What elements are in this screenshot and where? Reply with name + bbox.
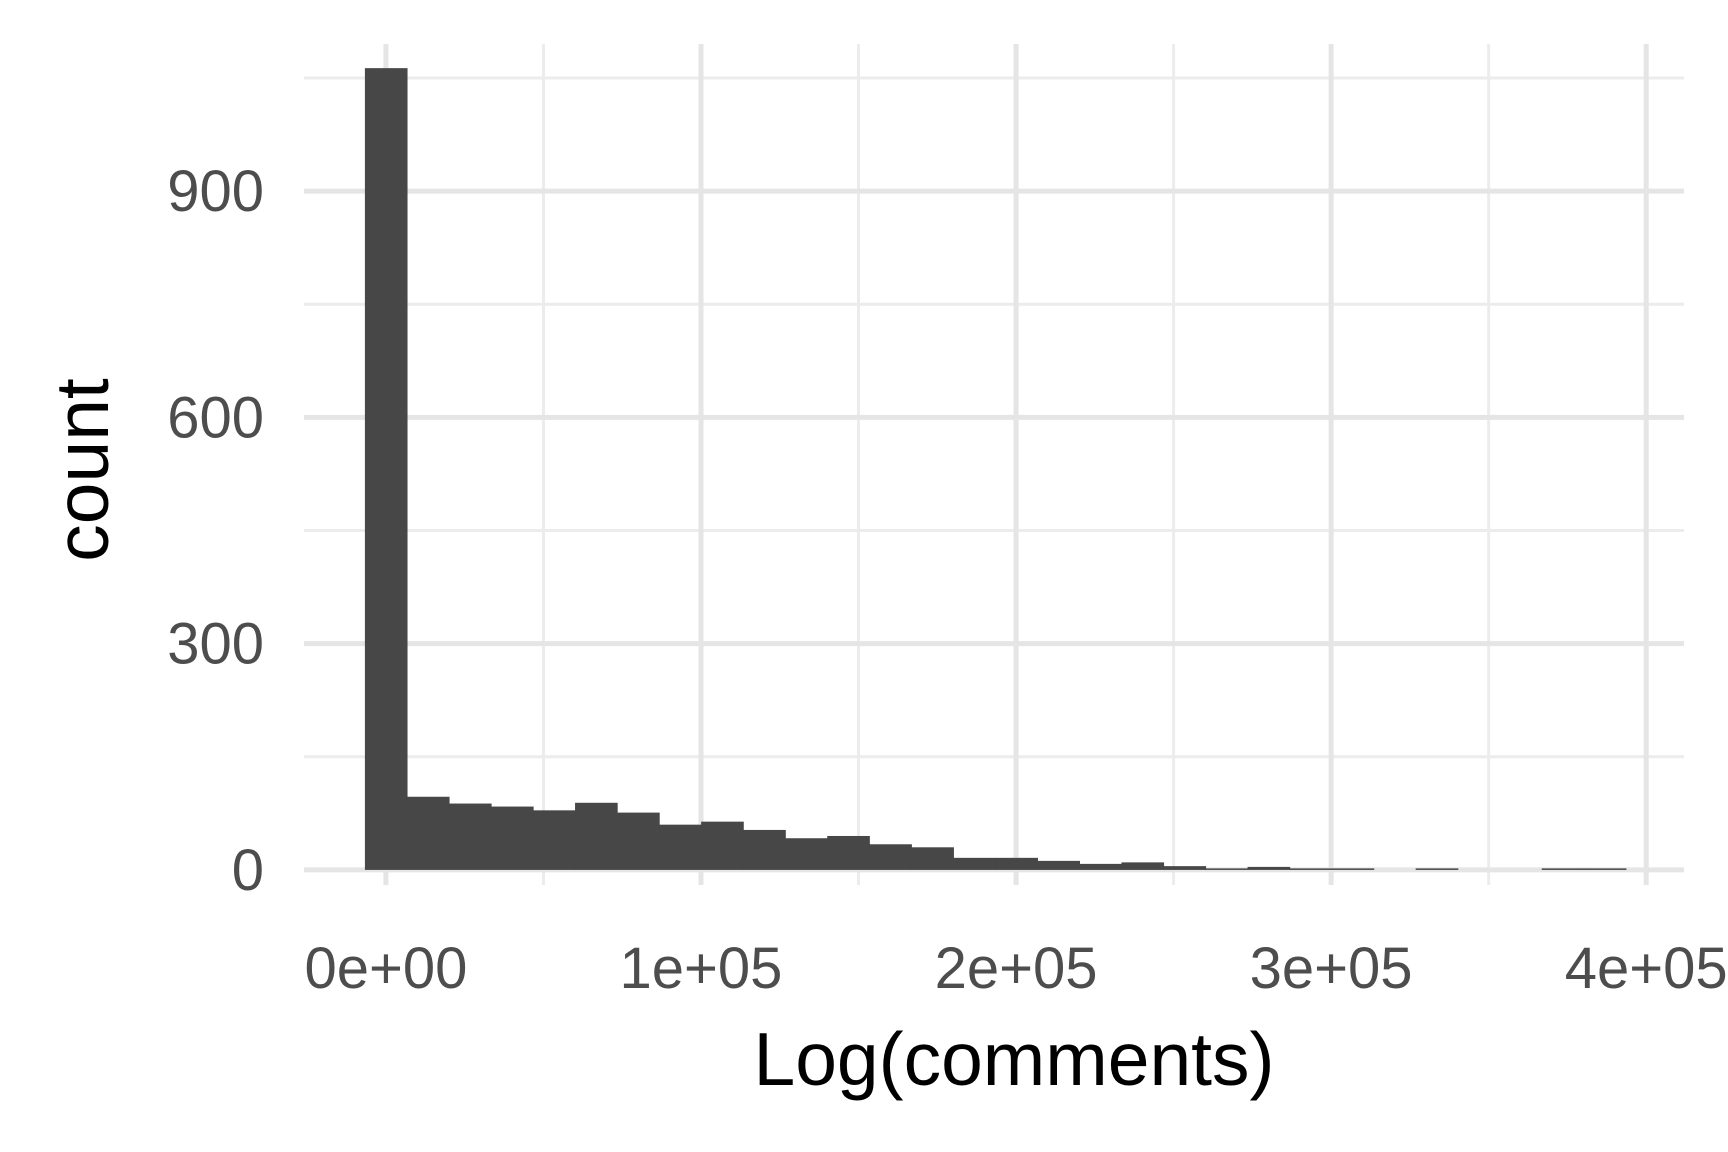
y-axis-title: count: [40, 378, 124, 562]
histogram-bar: [406, 796, 450, 870]
histogram-bar: [1415, 868, 1459, 870]
y-tick-label: 300: [167, 612, 264, 677]
x-tick-label: 1e+05: [620, 936, 783, 1001]
histogram-bar: [1247, 866, 1291, 870]
x-axis-tick-labels: 0e+00 1e+05 2e+05 3e+05 4e+05: [304, 936, 1727, 1001]
histogram-bar: [1541, 868, 1585, 870]
y-tick-label: 0: [232, 838, 264, 903]
histogram-bar: [953, 857, 996, 870]
histogram-bar: [701, 821, 744, 870]
histogram-bar: [575, 802, 618, 870]
histogram-bar: [743, 829, 786, 870]
x-tick-label: 4e+05: [1565, 936, 1728, 1001]
y-axis-tick-labels: 0 300 600 900: [167, 159, 264, 903]
histogram-bar: [1121, 862, 1165, 870]
histogram-bar: [659, 824, 702, 870]
histogram-bar: [1037, 860, 1081, 870]
histogram-bar: [1079, 863, 1123, 870]
histogram-bar: [617, 812, 660, 870]
histogram-bar: [869, 844, 912, 870]
histogram-bar: [1289, 868, 1333, 870]
y-tick-label: 900: [167, 159, 264, 224]
histogram-bar: [911, 847, 954, 870]
x-tick-label: 3e+05: [1250, 936, 1413, 1001]
minor-gridlines: [304, 44, 1684, 885]
x-tick-label: 2e+05: [935, 936, 1098, 1001]
histogram-bar: [1163, 866, 1207, 870]
histogram-bar: [364, 68, 408, 870]
histogram-bar: [533, 810, 576, 870]
histogram-bar: [827, 835, 870, 870]
histogram-bar: [1583, 868, 1627, 870]
histogram-bar: [1331, 868, 1375, 870]
histogram-bar: [1205, 868, 1249, 870]
histogram-bar: [490, 806, 534, 870]
histogram-bar: [785, 838, 828, 870]
x-axis-title: Log(comments): [753, 1017, 1274, 1101]
y-tick-label: 600: [167, 385, 264, 450]
histogram-bar: [448, 803, 492, 870]
histogram-bar: [995, 857, 1038, 870]
x-tick-label: 0e+00: [304, 936, 467, 1001]
histogram-bars: [364, 68, 1627, 870]
